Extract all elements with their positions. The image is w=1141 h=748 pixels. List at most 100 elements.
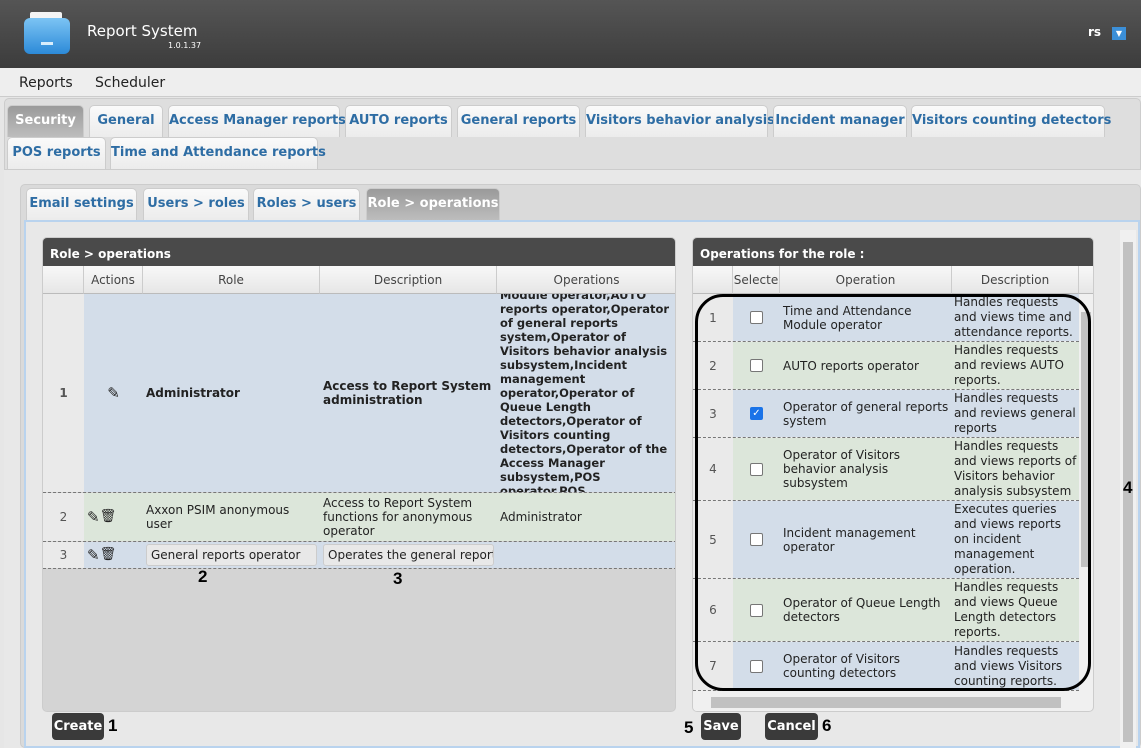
row-number: 3 (43, 542, 84, 568)
operation-description: Handles requests and views Queue Length … (952, 579, 1079, 641)
col-operation[interactable]: Operation (780, 266, 952, 294)
role-name: Axxon PSIM anonymous user (143, 493, 320, 541)
row-number: 4 (693, 438, 733, 500)
save-button[interactable]: Save (701, 713, 741, 740)
row-number: 3 (693, 390, 733, 437)
callout-2: 2 (198, 567, 208, 586)
col-selected[interactable]: Selecte (733, 266, 780, 294)
cancel-button[interactable]: Cancel (765, 713, 818, 740)
role-name-input[interactable]: General reports operator (146, 544, 317, 566)
col-rownum (693, 266, 733, 294)
operation-checkbox[interactable] (750, 533, 763, 546)
tab-pos-reports[interactable]: POS reports (7, 137, 106, 169)
tab-general[interactable]: General (89, 105, 163, 137)
operation-name: Operator of Queue Length detectors (780, 579, 952, 641)
app-logo-icon (24, 12, 70, 54)
operation-name: Operator of Visitors behavior analysis s… (780, 438, 952, 500)
table-row-editing[interactable]: 3 ✎ 🗑 General reports operator Operates t… (43, 542, 675, 569)
menu-scheduler[interactable]: Scheduler (95, 75, 166, 91)
app-version: 1.0.1.37 (168, 41, 202, 50)
callout-5: 5 (684, 718, 694, 737)
role-operations: Time and Attendance Module operator,AUTO… (497, 294, 675, 492)
table-row[interactable]: 1 ✎ Administrator Access to Report Syste… (43, 294, 675, 493)
role-name: Administrator (143, 294, 320, 492)
operation-name: Time and Attendance Module operator (780, 294, 952, 341)
role-description-input[interactable]: Operates the general report (323, 544, 494, 566)
row-number: 6 (693, 579, 733, 641)
tab-auto-reports[interactable]: AUTO reports (345, 105, 452, 137)
role-description: Access to Report System functions for an… (320, 493, 497, 541)
role-operations: Administrator (497, 493, 675, 541)
operation-name: Incident management operator (780, 501, 952, 578)
operation-description: Handles requests and views reports of Vi… (952, 438, 1079, 500)
row-number: 2 (43, 493, 84, 541)
operation-checkbox[interactable]: ✓ (750, 407, 763, 420)
user-dropdown-icon[interactable]: ▼ (1112, 27, 1126, 40)
callout-6: 6 (822, 716, 832, 735)
subtab-role-operations[interactable]: Role > operations (366, 188, 500, 220)
callout-3: 3 (393, 569, 403, 588)
table-row[interactable]: 2 ✎ 🗑 Axxon PSIM anonymous user Access to… (43, 493, 675, 542)
tab-visitors-counting-detectors[interactable]: Visitors counting detectors (911, 105, 1111, 137)
row-number: 5 (693, 501, 733, 578)
operation-description: Handles requests and reviews AUTO report… (952, 342, 1079, 389)
subtab-roles-users[interactable]: Roles > users (253, 188, 360, 220)
operation-description: Handles requests and views time and atte… (952, 294, 1079, 341)
edit-icon[interactable]: ✎ (87, 508, 100, 526)
operation-description: Handles requests and views Visitors coun… (952, 642, 1079, 690)
col-op-description[interactable]: Description (952, 266, 1079, 294)
operation-name: Operator of general reports system (780, 390, 952, 437)
tab-visitors-behavior-analysis[interactable]: Visitors behavior analysis (585, 105, 775, 137)
roles-grid: Role > operations Actions Role Descripti… (42, 237, 676, 712)
roles-grid-title: Role > operations (43, 238, 675, 266)
tab-general-reports[interactable]: General reports (457, 105, 580, 137)
app-title: Report System (87, 22, 198, 40)
operation-description: Handles requests and reviews general rep… (952, 390, 1079, 437)
operation-name: Operator of Visitors counting detectors (780, 642, 952, 690)
operation-checkbox[interactable] (750, 311, 763, 324)
operation-checkbox[interactable] (750, 462, 763, 476)
operation-row[interactable]: 3 ✓ Operator of general reports system H… (693, 390, 1079, 438)
callout-1: 1 (108, 716, 118, 735)
tab-time-attendance-reports[interactable]: Time and Attendance reports (110, 137, 326, 169)
edit-icon[interactable]: ✎ (87, 546, 100, 564)
col-operations[interactable]: Operations (497, 266, 675, 294)
role-operations (497, 542, 675, 568)
col-description[interactable]: Description (320, 266, 497, 294)
subtab-email-settings[interactable]: Email settings (26, 188, 137, 220)
operations-horizontal-scrollbar[interactable] (693, 694, 1079, 711)
create-button[interactable]: Create (52, 713, 104, 740)
operations-grid: Operations for the role : Selecte Operat… (692, 237, 1094, 712)
operation-row[interactable]: 4 Operator of Visitors behavior analysis… (693, 438, 1079, 501)
operation-row[interactable]: 7 Operator of Visitors counting detector… (693, 642, 1079, 691)
delete-icon[interactable]: 🗑 (99, 547, 117, 562)
operation-row[interactable]: 2 AUTO reports operator Handles requests… (693, 342, 1079, 390)
subtab-users-roles[interactable]: Users > roles (143, 188, 249, 220)
tab-security[interactable]: Security (7, 105, 84, 137)
col-actions[interactable]: Actions (84, 266, 143, 294)
callout-4: 4 (1123, 478, 1133, 497)
tab-access-manager-reports[interactable]: Access Manager reports (168, 105, 346, 137)
operation-description: Executes queries and views reports on in… (952, 501, 1079, 578)
operation-checkbox[interactable] (750, 359, 763, 372)
col-rownum (43, 266, 84, 294)
col-role[interactable]: Role (143, 266, 320, 294)
operation-row[interactable]: 6 Operator of Queue Length detectors Han… (693, 579, 1079, 642)
operation-checkbox[interactable] (750, 659, 763, 673)
main-menu: Reports Scheduler (0, 68, 1141, 97)
edit-icon[interactable]: ✎ (107, 384, 120, 402)
operations-grid-title: Operations for the role : (693, 238, 1093, 266)
row-number: 2 (693, 342, 733, 389)
user-name[interactable]: rs (1088, 25, 1102, 39)
operation-checkbox[interactable] (750, 603, 763, 617)
menu-reports[interactable]: Reports (19, 75, 73, 91)
operation-name: AUTO reports operator (780, 342, 952, 389)
operation-row[interactable]: 5 Incident management operator Executes … (693, 501, 1079, 579)
app-header: Report System 1.0.1.37 rs ▼ (0, 0, 1141, 68)
row-number: 1 (43, 294, 84, 492)
delete-icon[interactable]: 🗑 (99, 509, 117, 524)
page-scrollbar[interactable] (1120, 230, 1136, 748)
callout-oval (695, 294, 1091, 691)
tab-incident-manager[interactable]: Incident manager (773, 105, 907, 137)
role-description: Access to Report System administration (320, 294, 497, 492)
